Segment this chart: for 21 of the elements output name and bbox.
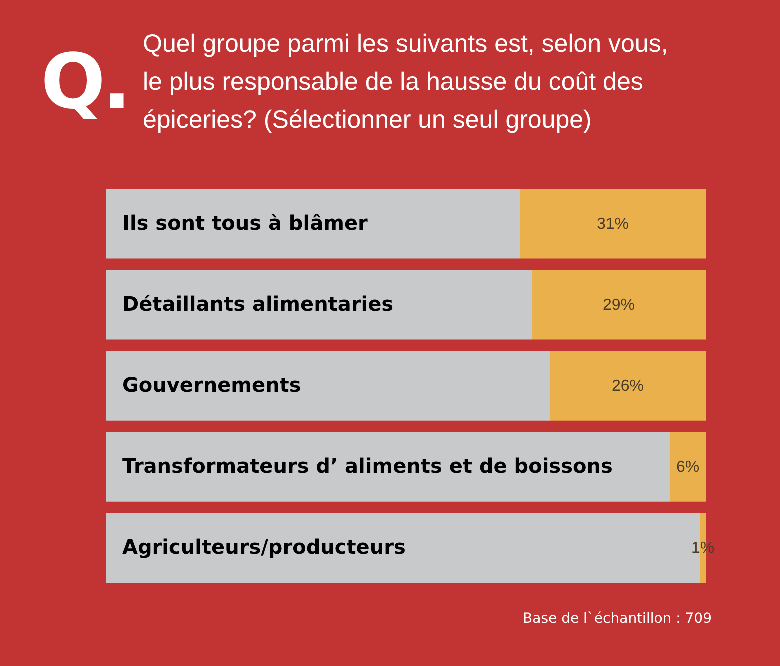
- chart-title: Quel groupe parmi les suivants est, selon vous, le plus responsable de la hausse du coût des épiceries? (Sélectionner un seul groupe): [143, 29, 670, 136]
- y-tick-label: Détaillants alimentaries: [122, 292, 394, 316]
- bar: [520, 189, 706, 259]
- bar: [550, 351, 706, 421]
- bar: [106, 270, 532, 340]
- bar: [106, 351, 550, 421]
- bar: [106, 189, 520, 259]
- text: Q.: [41, 37, 128, 126]
- data-label: 26%: [612, 378, 644, 395]
- data-label: 31%: [596, 216, 630, 233]
- data-label: 1%: [691, 540, 715, 558]
- data-label: 6%: [676, 459, 700, 476]
- y-tick-label: Gouvernements: [122, 373, 302, 397]
- y-tick-label: Ils sont tous à blâmer: [122, 210, 368, 235]
- bar: [532, 270, 706, 340]
- bar: [670, 432, 706, 502]
- data-label: 29%: [602, 296, 636, 314]
- y-tick-label: Transformateurs d’ aliments et de boissons: [122, 454, 613, 478]
- bar: [106, 432, 670, 502]
- text: Base de l`échantillon : 709: [523, 611, 712, 627]
- y-tick-label: Agriculteurs/producteurs: [122, 535, 406, 560]
